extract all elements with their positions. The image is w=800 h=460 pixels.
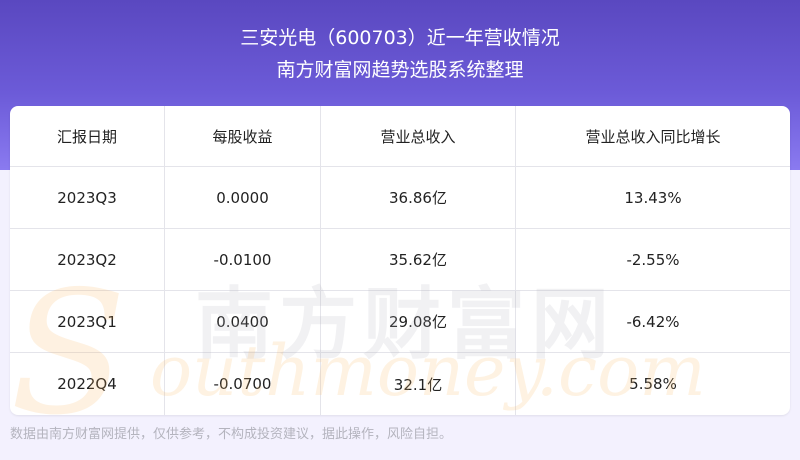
table-row: 2023Q1 0.0400 29.08亿 -6.42% xyxy=(10,291,790,353)
table-header-row: 汇报日期 每股收益 营业总收入 营业总收入同比增长 xyxy=(10,106,790,167)
column-header: 汇报日期 xyxy=(10,106,165,166)
table-cell: 2023Q3 xyxy=(10,167,165,228)
table-row: 2023Q2 -0.0100 35.62亿 -2.55% xyxy=(10,229,790,291)
table-cell: 13.43% xyxy=(624,188,682,207)
table-cell: 29.08亿 xyxy=(321,291,516,352)
table-cell: -6.42% xyxy=(626,312,680,331)
table-row: 2022Q4 -0.0700 32.1亿 5.58% xyxy=(10,353,790,415)
disclaimer: 数据由南方财富网提供，仅供参考，不构成投资建议，据此操作，风险自担。 xyxy=(10,427,453,442)
column-header: 营业总收入同比增长 xyxy=(585,127,721,146)
title-line-2: 南方财富网趋势选股系统整理 xyxy=(276,59,524,81)
table-cell: 36.86亿 xyxy=(321,167,516,228)
table-cell: 2023Q2 xyxy=(10,229,165,290)
column-header: 营业总收入 xyxy=(321,106,516,166)
table-cell: 32.1亿 xyxy=(321,353,516,415)
table-cell: -2.55% xyxy=(626,250,680,269)
table-cell: -0.0700 xyxy=(165,353,321,415)
table-row: 2023Q3 0.0000 36.86亿 13.43% xyxy=(10,167,790,229)
table-cell: 0.0000 xyxy=(165,167,321,228)
revenue-table: 汇报日期 每股收益 营业总收入 营业总收入同比增长 2023Q3 0.0000 36… xyxy=(10,106,790,415)
table-cell: 2023Q1 xyxy=(10,291,165,352)
table-cell: 35.62亿 xyxy=(321,229,516,290)
table-cell: 0.0400 xyxy=(165,291,321,352)
column-header: 每股收益 xyxy=(165,106,321,166)
table-cell: 2022Q4 xyxy=(10,353,165,415)
table-cell: 5.58% xyxy=(629,375,677,393)
table-cell: -0.0100 xyxy=(165,229,321,290)
page-title: 三安光电（600703）近一年营收情况 南方财富网趋势选股系统整理 xyxy=(0,22,800,86)
title-line-1: 三安光电（600703）近一年营收情况 xyxy=(240,27,560,49)
